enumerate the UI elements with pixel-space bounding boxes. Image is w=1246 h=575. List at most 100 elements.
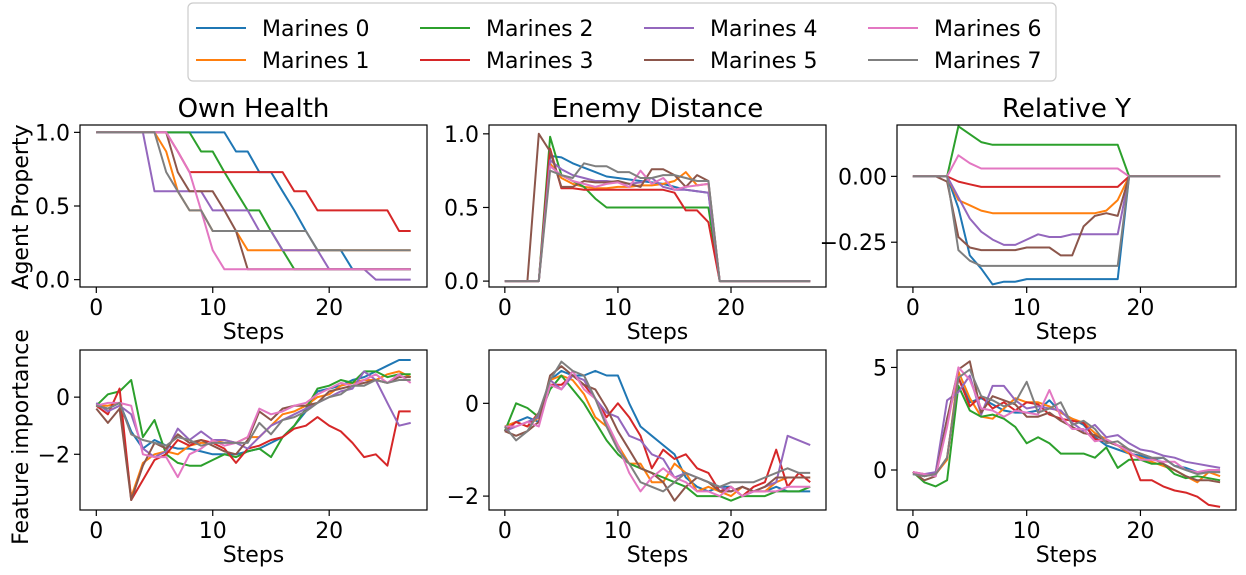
- series-line-marines-7: [96, 131, 411, 252]
- x-axis-label: Steps: [627, 320, 689, 345]
- x-axis-label: Steps: [1036, 320, 1098, 345]
- series-line-marines-3: [912, 175, 1221, 188]
- x-tick-label: 20: [717, 519, 745, 544]
- series-line-marines-7: [504, 360, 811, 493]
- x-tick-label: 10: [199, 519, 227, 544]
- panel-enemy-distance-importance: 0 10 20 0 −2 Steps: [447, 349, 827, 568]
- x-axis-label: Steps: [1036, 543, 1098, 568]
- series-line-marines-0: [96, 131, 411, 271]
- x-tick-label: 10: [1013, 519, 1041, 544]
- series-line-marines-2: [96, 131, 411, 271]
- series-group: [503, 360, 811, 502]
- series-line-marines-7: [96, 379, 411, 447]
- legend-item: Marines 5: [644, 49, 818, 74]
- series-group: [96, 131, 411, 281]
- x-tick-label: 10: [1013, 296, 1041, 321]
- x-tick-label: 0: [498, 296, 512, 321]
- legend-item: Marines 4: [644, 17, 818, 42]
- y-tick-label: 0: [56, 386, 70, 411]
- panel-title: Relative Y: [1002, 94, 1131, 124]
- y-tick-label: −2: [38, 443, 70, 468]
- x-tick-label: 0: [498, 519, 512, 544]
- y-tick-label: 1.0: [35, 121, 70, 146]
- x-tick-label: 20: [315, 296, 343, 321]
- x-tick-label: 10: [199, 296, 227, 321]
- axes-frame: [488, 349, 827, 511]
- x-tick-label: 0: [906, 519, 920, 544]
- legend-item: Marines 6: [868, 17, 1042, 42]
- x-tick-label: 0: [89, 296, 103, 321]
- y-tick-label: 0.0: [35, 269, 70, 294]
- y-tick-label: 0: [873, 459, 887, 484]
- series-line-marines-5: [96, 131, 411, 271]
- axes-frame: [79, 124, 428, 288]
- x-tick-label: 0: [89, 519, 103, 544]
- axes-frame: [79, 349, 428, 511]
- legend-label: Marines 0: [262, 17, 370, 42]
- series-line-marines-3: [95, 387, 411, 501]
- series-line-marines-0: [912, 175, 1221, 286]
- series-group: [504, 132, 811, 283]
- axes-frame: [896, 124, 1237, 288]
- legend-label: Marines 6: [934, 17, 1042, 42]
- series-group: [95, 359, 412, 501]
- y-tick-label: 0.00: [838, 165, 887, 190]
- x-tick-label: 20: [1126, 296, 1154, 321]
- y-tick-label: 0.5: [444, 196, 479, 221]
- series-line-marines-2: [912, 384, 1221, 488]
- y-tick-label: 0.0: [444, 270, 479, 295]
- x-tick-label: 0: [906, 296, 920, 321]
- series-line-marines-4: [95, 370, 411, 459]
- series-line-marines-7: [912, 368, 1221, 478]
- series-group: [912, 125, 1221, 286]
- legend-label: Marines 4: [710, 17, 818, 42]
- legend: Marines 0 Marines 1 Marines 2 Marines 3 Mari…: [187, 2, 1057, 82]
- legend-label: Marines 3: [486, 49, 594, 74]
- panel-relative-y-importance: 0 10 20 0 5 Steps: [873, 349, 1237, 568]
- series-line-marines-6: [96, 131, 411, 271]
- series-line-marines-2: [95, 370, 411, 467]
- y-tick-label: 0.5: [35, 195, 70, 220]
- x-axis-label: Steps: [223, 320, 285, 345]
- series-line-marines-6: [912, 366, 1221, 478]
- axes-frame: [488, 124, 827, 288]
- legend-item: Marines 2: [420, 17, 594, 42]
- series-line-marines-6: [912, 154, 1221, 178]
- series-line-marines-7: [504, 162, 811, 283]
- series-line-marines-3: [912, 376, 1221, 508]
- row-label-agent-property: Agent Property: [9, 124, 34, 289]
- series-line-marines-4: [912, 374, 1221, 476]
- legend-label: Marines 7: [934, 49, 1042, 74]
- x-tick-label: 20: [1126, 519, 1154, 544]
- panel-own-health-importance: 0 10 20 0 −2 Steps: [38, 349, 428, 568]
- panel-enemy-distance: 0 10 20 0.0 0.5 1.0 Steps Enemy Distance: [444, 94, 827, 345]
- x-tick-label: 20: [717, 296, 745, 321]
- y-tick-label: −2: [447, 485, 479, 510]
- legend-item: Marines 7: [868, 49, 1042, 74]
- legend-item: Marines 1: [196, 49, 370, 74]
- series-line-marines-4: [96, 131, 411, 281]
- series-line-marines-2: [503, 374, 811, 502]
- row-label-feature-importance: Feature importance: [9, 329, 34, 545]
- y-tick-label: 1.0: [444, 123, 479, 148]
- x-tick-label: 10: [604, 296, 632, 321]
- legend-label: Marines 1: [262, 49, 370, 74]
- y-tick-label: −0.25: [820, 231, 887, 256]
- series-line-marines-5: [912, 175, 1221, 257]
- axes-frame: [896, 349, 1237, 511]
- series-line-marines-3: [96, 131, 411, 232]
- x-tick-label: 20: [315, 519, 343, 544]
- legend-label: Marines 2: [486, 17, 594, 42]
- series-line-marines-1: [96, 131, 411, 252]
- legend-item: Marines 3: [420, 49, 594, 74]
- legend-item: Marines 0: [196, 17, 370, 42]
- series-line-marines-6: [504, 369, 811, 498]
- legend-label: Marines 5: [710, 49, 818, 74]
- legend-frame: [187, 2, 1057, 82]
- series-line-marines-6: [96, 373, 412, 479]
- panel-own-health: 0 10 20 0.0 0.5 1.0 Steps Own Health: [35, 94, 428, 345]
- x-axis-label: Steps: [223, 543, 285, 568]
- y-tick-label: 5: [873, 356, 887, 381]
- series-line-marines-7: [912, 175, 1221, 267]
